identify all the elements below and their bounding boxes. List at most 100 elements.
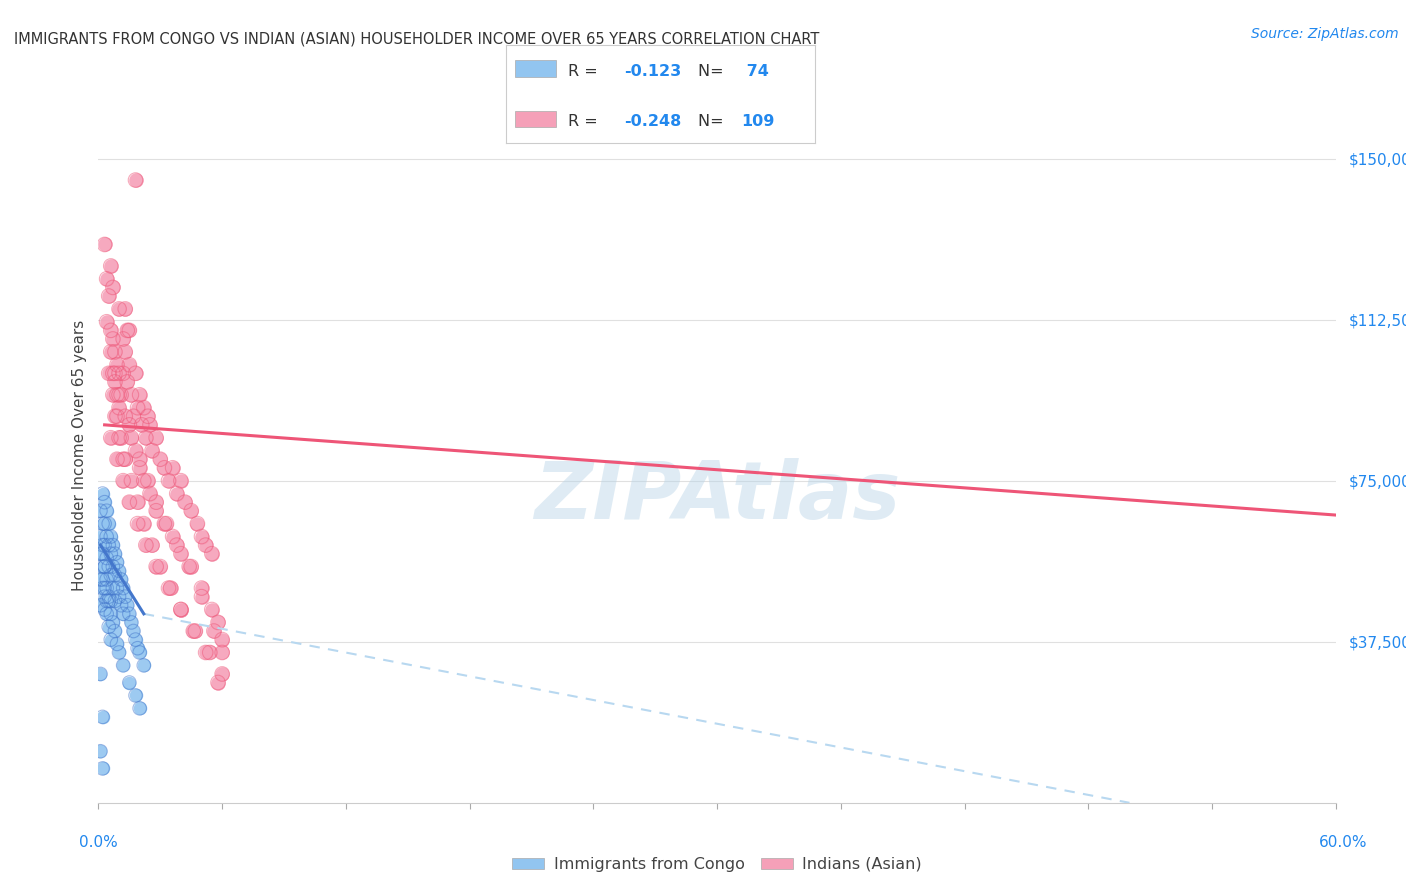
Point (149, 559, 172, 574)
Point (153, 516, 176, 531)
Point (100, 594, 122, 608)
Point (112, 581, 135, 595)
Point (135, 431, 157, 445)
Point (104, 344, 127, 359)
Point (118, 417, 141, 432)
Point (128, 645, 150, 659)
Point (194, 538, 217, 552)
Point (118, 675, 141, 690)
Point (108, 388, 131, 402)
Point (114, 344, 136, 359)
Point (112, 452, 135, 467)
Point (91, 710, 114, 724)
Point (105, 555, 128, 569)
Point (132, 516, 155, 531)
Point (124, 443, 146, 458)
Point (93, 516, 115, 531)
Point (89, 504, 111, 518)
Point (93, 581, 115, 595)
Point (207, 675, 229, 690)
Point (93, 602, 115, 616)
Y-axis label: Householder Income Over 65 years: Householder Income Over 65 years (72, 319, 87, 591)
Point (153, 460, 176, 475)
Point (127, 495, 149, 509)
Point (97, 367, 120, 381)
Point (89, 667, 111, 681)
Point (194, 538, 217, 552)
Point (170, 602, 193, 616)
Point (120, 615, 142, 630)
Point (136, 474, 159, 488)
Point (97, 516, 120, 531)
Point (97, 620, 120, 634)
Point (155, 516, 177, 531)
Point (104, 594, 127, 608)
Point (170, 602, 193, 616)
Point (132, 474, 155, 488)
Point (201, 547, 224, 561)
Point (104, 409, 127, 424)
Point (100, 607, 122, 621)
Point (190, 581, 212, 595)
Point (96, 529, 118, 543)
Text: 74: 74 (741, 63, 769, 78)
Point (105, 358, 128, 372)
Point (118, 358, 141, 372)
Point (139, 486, 162, 500)
Point (108, 401, 131, 415)
Point (96, 551, 118, 566)
Point (122, 624, 145, 638)
Point (141, 538, 163, 552)
Point (166, 538, 188, 552)
Point (89, 573, 111, 587)
Point (145, 559, 167, 574)
Point (100, 323, 122, 337)
Point (96, 272, 118, 286)
Point (105, 409, 128, 424)
Point (157, 581, 180, 595)
Point (155, 516, 177, 531)
Point (184, 624, 207, 638)
Point (112, 332, 135, 346)
Point (170, 547, 193, 561)
Point (110, 599, 132, 613)
Point (131, 417, 153, 432)
Point (122, 624, 145, 638)
Point (101, 367, 124, 381)
Point (132, 401, 155, 415)
Point (114, 301, 136, 316)
Point (89, 667, 111, 681)
Point (91, 761, 114, 775)
Point (89, 744, 111, 758)
Point (104, 547, 127, 561)
Point (96, 594, 118, 608)
Point (96, 607, 118, 621)
Point (114, 452, 136, 467)
Legend: Immigrants from Congo, Indians (Asian): Immigrants from Congo, Indians (Asian) (506, 851, 928, 879)
Point (159, 581, 181, 595)
Point (139, 417, 162, 432)
Point (132, 658, 155, 673)
Point (104, 547, 127, 561)
Point (112, 607, 135, 621)
Point (135, 538, 157, 552)
Point (127, 401, 149, 415)
Bar (516, 61, 557, 77)
Point (93, 237, 115, 252)
Point (145, 431, 167, 445)
Point (96, 315, 118, 329)
Point (96, 551, 118, 566)
Point (139, 417, 162, 432)
Point (202, 624, 225, 638)
Point (96, 315, 118, 329)
Text: N=: N= (697, 113, 728, 128)
Point (93, 559, 115, 574)
Point (120, 615, 142, 630)
Point (105, 409, 128, 424)
Point (101, 581, 124, 595)
Point (104, 568, 127, 582)
Point (127, 401, 149, 415)
Point (127, 516, 149, 531)
Text: R =: R = (568, 63, 603, 78)
Point (91, 581, 114, 595)
